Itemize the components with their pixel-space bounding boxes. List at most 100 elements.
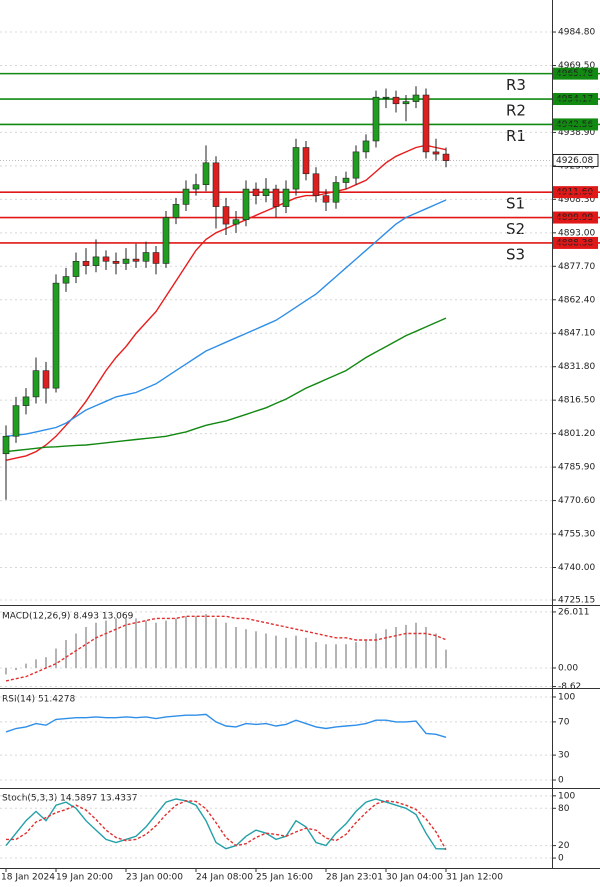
y-tick-label: 4847.10 bbox=[558, 329, 595, 339]
x-tick-label: 24 Jan 08:00 bbox=[196, 873, 253, 883]
macd-bar bbox=[435, 633, 437, 668]
candle-body bbox=[382, 96, 390, 99]
candle-body bbox=[112, 260, 120, 264]
y-tick-label: 4908.30 bbox=[558, 195, 595, 205]
y-tick-label: 4740.00 bbox=[558, 563, 595, 573]
candle-body bbox=[202, 162, 210, 186]
macd-bar bbox=[345, 644, 347, 668]
candle-body bbox=[392, 96, 400, 105]
y-tick-label: 100 bbox=[558, 692, 575, 702]
candle-body bbox=[272, 188, 280, 207]
candle-body bbox=[122, 258, 130, 264]
y-tick-label: 4770.60 bbox=[558, 496, 595, 506]
last-price: 4926.08 bbox=[556, 156, 593, 166]
candle-body bbox=[242, 188, 250, 221]
x-tick-label: 30 Jan 04:00 bbox=[386, 873, 443, 883]
pane-title: RSI(14) 51.4278 bbox=[2, 695, 75, 705]
y-tick-label: -8.62 bbox=[558, 682, 581, 692]
candle-body bbox=[302, 147, 310, 175]
macd-bar bbox=[385, 629, 387, 668]
macd-bar bbox=[45, 657, 47, 668]
candle-body bbox=[322, 195, 330, 203]
macd-bar bbox=[295, 635, 297, 668]
candle-body bbox=[212, 162, 220, 207]
candle-body bbox=[342, 177, 350, 183]
y-tick-label: 4816.50 bbox=[558, 396, 595, 406]
candle-body bbox=[132, 258, 140, 262]
macd-bar bbox=[445, 649, 447, 668]
y-tick-label: 26.011 bbox=[558, 607, 590, 617]
candle-body bbox=[72, 260, 80, 277]
macd-bar bbox=[125, 618, 127, 668]
macd-bar bbox=[315, 642, 317, 668]
candle-body bbox=[292, 147, 300, 190]
y-tick-label: 4984.80 bbox=[558, 28, 595, 38]
macd-bar bbox=[205, 614, 207, 668]
x-tick-label: 25 Jan 16:00 bbox=[256, 873, 313, 883]
macd-bar bbox=[165, 620, 167, 668]
macd-bar bbox=[55, 648, 57, 668]
macd-bar bbox=[365, 639, 367, 668]
level-name: R3 bbox=[506, 76, 526, 94]
level-name: S3 bbox=[506, 245, 525, 263]
candle-body bbox=[92, 256, 100, 266]
candle-body bbox=[372, 96, 380, 142]
x-tick-label: 31 Jan 12:00 bbox=[446, 873, 503, 883]
y-tick-label: 4938.90 bbox=[558, 128, 595, 138]
y-tick-label: 70 bbox=[558, 717, 570, 727]
macd-bar bbox=[135, 618, 137, 668]
y-tick-label: 4755.30 bbox=[558, 530, 595, 540]
candle-body bbox=[22, 396, 30, 406]
y-tick-label: 4877.70 bbox=[558, 262, 595, 272]
y-tick-label: 4893.00 bbox=[558, 228, 595, 238]
candle-body bbox=[172, 204, 180, 218]
candle-body bbox=[362, 140, 370, 153]
macd-bar bbox=[415, 622, 417, 668]
candle-body bbox=[442, 153, 450, 161]
macd-bar bbox=[335, 644, 337, 668]
macd-bar bbox=[225, 622, 227, 668]
macd-bar bbox=[35, 659, 37, 668]
candle-body bbox=[162, 217, 170, 264]
level-name: S2 bbox=[506, 220, 525, 238]
candle-body bbox=[412, 94, 420, 102]
candle-body bbox=[12, 405, 20, 437]
candle-body bbox=[232, 219, 240, 225]
moving-average bbox=[5, 199, 447, 437]
macd-bar bbox=[85, 627, 87, 668]
candle-body bbox=[152, 252, 160, 264]
macd-bar bbox=[235, 627, 237, 668]
y-tick-label: 4785.90 bbox=[558, 463, 595, 473]
x-tick-label: 19 Jan 20:00 bbox=[56, 873, 113, 883]
macd-bar bbox=[255, 631, 257, 668]
macd-bar bbox=[245, 629, 247, 668]
y-tick-label: 4831.80 bbox=[558, 362, 595, 372]
moving-average bbox=[5, 317, 447, 453]
macd-bar bbox=[145, 620, 147, 668]
candle-body bbox=[142, 252, 150, 262]
pane-title: Stoch(5,3,3) 14.5897 13.4337 bbox=[2, 794, 137, 804]
y-tick-label: 4801.20 bbox=[558, 429, 595, 439]
macd-bar bbox=[215, 618, 217, 668]
macd-bar bbox=[5, 667, 7, 675]
candle-body bbox=[192, 184, 200, 190]
macd-bar bbox=[95, 622, 97, 668]
y-tick-label: 100 bbox=[558, 791, 575, 801]
macd-bar bbox=[395, 627, 397, 668]
macd-bar bbox=[185, 616, 187, 668]
candle-body bbox=[312, 173, 320, 196]
macd-bar bbox=[155, 622, 157, 668]
y-tick-label: 30 bbox=[558, 751, 570, 761]
candle-body bbox=[402, 101, 410, 105]
signal-line bbox=[5, 615, 447, 682]
level-name: R1 bbox=[506, 127, 526, 145]
candle-body bbox=[332, 182, 340, 203]
candle-body bbox=[352, 151, 360, 179]
macd-bar bbox=[325, 644, 327, 668]
y-tick-label: 20 bbox=[558, 841, 570, 851]
macd-bar bbox=[265, 633, 267, 668]
macd-bar bbox=[175, 618, 177, 668]
macd-bar bbox=[65, 639, 67, 668]
macd-bar bbox=[115, 618, 117, 668]
